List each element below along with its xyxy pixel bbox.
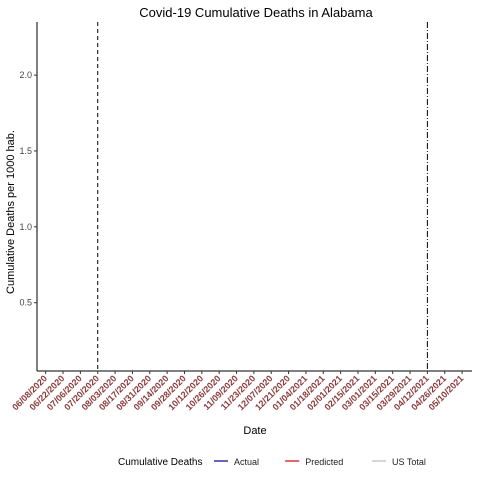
legend-label: Actual bbox=[234, 457, 259, 467]
legend-label: US Total bbox=[392, 457, 426, 467]
x-axis-title: Date bbox=[243, 425, 266, 437]
y-tick-label: 1.0 bbox=[19, 222, 32, 232]
legend: Cumulative Deaths Actual Predicted US Tota… bbox=[118, 457, 426, 468]
plot-area: 0.51.01.52.006/08/202006/22/202007/06/20… bbox=[10, 22, 472, 412]
y-tick-label: 2.0 bbox=[19, 70, 32, 80]
y-tick-label: 1.5 bbox=[19, 146, 32, 156]
y-axis-title: Cumulative Deaths per 1000 hab. bbox=[5, 130, 17, 294]
legend-label: Predicted bbox=[305, 457, 343, 467]
y-tick-label: 0.5 bbox=[19, 298, 32, 308]
legend-title: Cumulative Deaths bbox=[118, 457, 202, 468]
chart-title: Covid-19 Cumulative Deaths in Alabama bbox=[139, 5, 373, 20]
